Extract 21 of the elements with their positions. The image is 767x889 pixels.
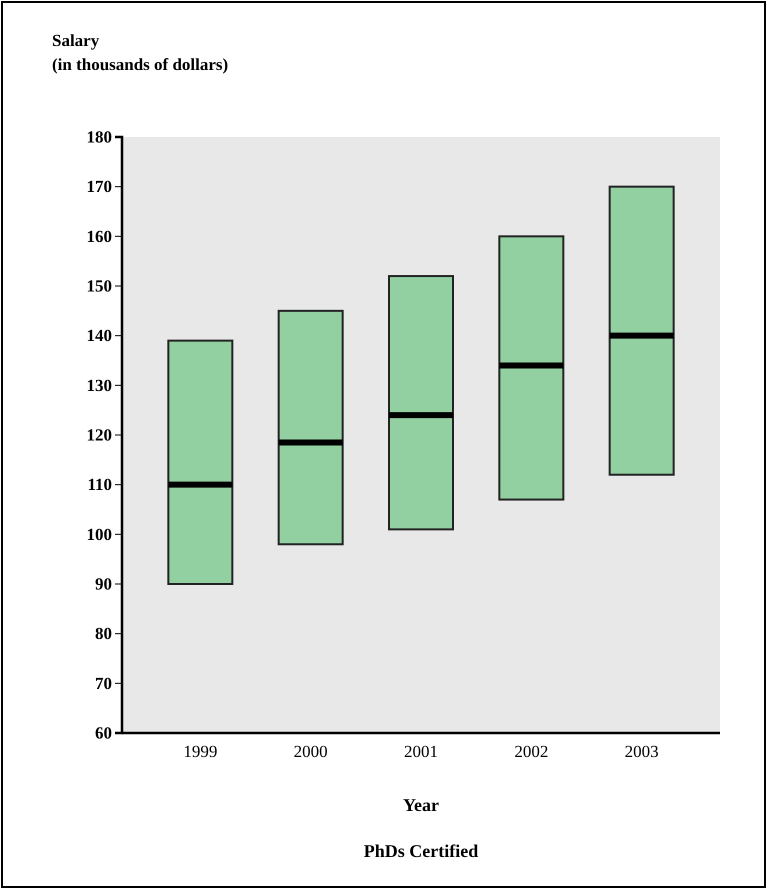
x-tick-label: 2000 bbox=[294, 742, 328, 762]
y-tick-label: 60 bbox=[95, 723, 112, 742]
text: PhDs Certified bbox=[364, 841, 478, 861]
y-tick-label: 170 bbox=[86, 177, 112, 196]
y-tick-label: 70 bbox=[95, 674, 112, 693]
x-tick-label: 2003 bbox=[624, 742, 659, 762]
x-axis-title: Year bbox=[403, 795, 439, 815]
y-tick-label: 160 bbox=[86, 226, 112, 246]
y-tick-label: 180 bbox=[86, 127, 112, 146]
x-tick-label: 2002 bbox=[514, 742, 548, 762]
y-tick-label: 90 bbox=[95, 574, 112, 594]
y-tick-label: 80 bbox=[95, 624, 112, 644]
x-tick-label: 1999 bbox=[183, 742, 218, 762]
y-tick-label: 110 bbox=[87, 475, 112, 494]
y-tick-label: 140 bbox=[86, 326, 112, 346]
y-tick-label: 100 bbox=[86, 524, 112, 544]
y-axis-title: Salary (in thousands of dollars) bbox=[52, 31, 228, 74]
x-tick-label: 2001 bbox=[404, 742, 438, 762]
y-tick-label: 130 bbox=[86, 376, 112, 395]
y-tick-label: 120 bbox=[86, 425, 112, 444]
y-tick-label: 150 bbox=[86, 276, 112, 296]
